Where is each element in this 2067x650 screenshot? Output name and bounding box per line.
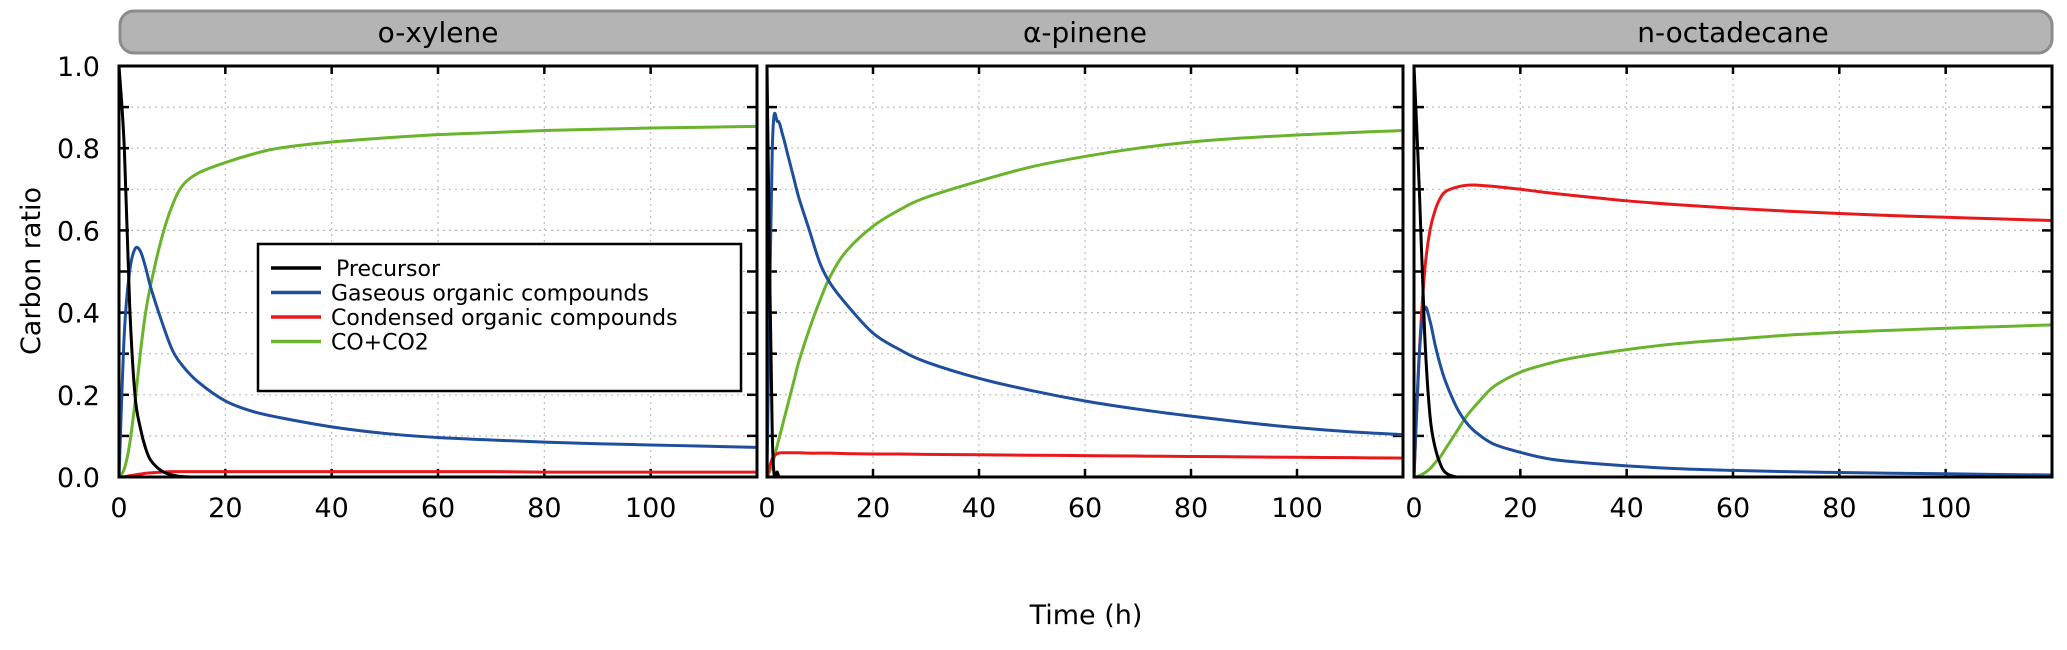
series-line-co-co2 (119, 124, 757, 477)
panel-1: α-pinene 0 20 40 60 80 100 (758, 16, 1405, 524)
x-tick-label: 80 (1174, 493, 1208, 524)
x-tick-label: 40 (1609, 493, 1643, 524)
y-tick-label: 0.2 (57, 381, 100, 412)
series-line-co-co2 (1414, 323, 2052, 477)
x-tick-label: 60 (1068, 493, 1102, 524)
y-tick-label: 1.0 (57, 52, 100, 83)
panel-0: o-xylene 0 20 40 60 80 100 0.0 0.2 0.4 0.6 0.8 1.0 (57, 16, 759, 524)
x-tick-label: 0 (110, 493, 127, 524)
x-tick-label: 0 (1405, 493, 1422, 524)
series-line-gaseous-organic-compounds (767, 111, 1403, 477)
x-tick-label: 40 (314, 493, 348, 524)
legend-box (256, 242, 743, 393)
y-tick-label: 0.4 (57, 299, 100, 330)
x-tick-label: 40 (962, 493, 996, 524)
series-line-condensed-organic-compounds (119, 470, 757, 477)
x-tick-label: 20 (1503, 493, 1537, 524)
x-tick-label: 60 (421, 493, 455, 524)
plot-frame (1412, 64, 2054, 479)
legend-label: Condensed organic compounds (331, 306, 678, 331)
panel-2: n-octadecane 0 20 40 60 80 100 (1405, 16, 2054, 524)
plot-frame (117, 64, 759, 479)
panel-title: o-xylene (378, 16, 499, 49)
x-tick-label: 100 (1920, 493, 1972, 524)
series-line-condensed-organic-compounds (767, 451, 1403, 477)
series-line-condensed-organic-compounds (1414, 183, 2052, 477)
y-axis-label: Carbon ratio (16, 187, 47, 355)
x-axis-label: Time (h) (1029, 600, 1143, 631)
plot-frame (765, 64, 1405, 479)
legend-label: CO+CO2 (331, 331, 429, 356)
y-tick-label: 0.8 (57, 134, 100, 165)
x-tick-label: 80 (1822, 493, 1856, 524)
panel-title-strip (118, 9, 2054, 55)
x-tick-label: 0 (758, 493, 775, 524)
series-line-gaseous-organic-compounds (1414, 305, 2052, 477)
panel-title: α-pinene (1023, 16, 1147, 49)
y-tick-label: 0.6 (57, 216, 100, 247)
x-tick-label: 80 (527, 493, 561, 524)
series-line-gaseous-organic-compounds (119, 245, 757, 477)
x-tick-label: 20 (856, 493, 890, 524)
panel-title: n-octadecane (1637, 16, 1829, 49)
x-tick-label: 100 (625, 493, 677, 524)
legend-label: Precursor (336, 257, 441, 282)
x-tick-label: 20 (208, 493, 242, 524)
series-line-precursor (1414, 66, 2052, 477)
x-tick-label: 60 (1716, 493, 1750, 524)
x-tick-label: 100 (1271, 493, 1323, 524)
legend-label: Gaseous organic compounds (331, 282, 649, 307)
series-line-co-co2 (767, 129, 1403, 477)
series-line-precursor (119, 66, 757, 477)
y-tick-label: 0.0 (57, 463, 100, 494)
